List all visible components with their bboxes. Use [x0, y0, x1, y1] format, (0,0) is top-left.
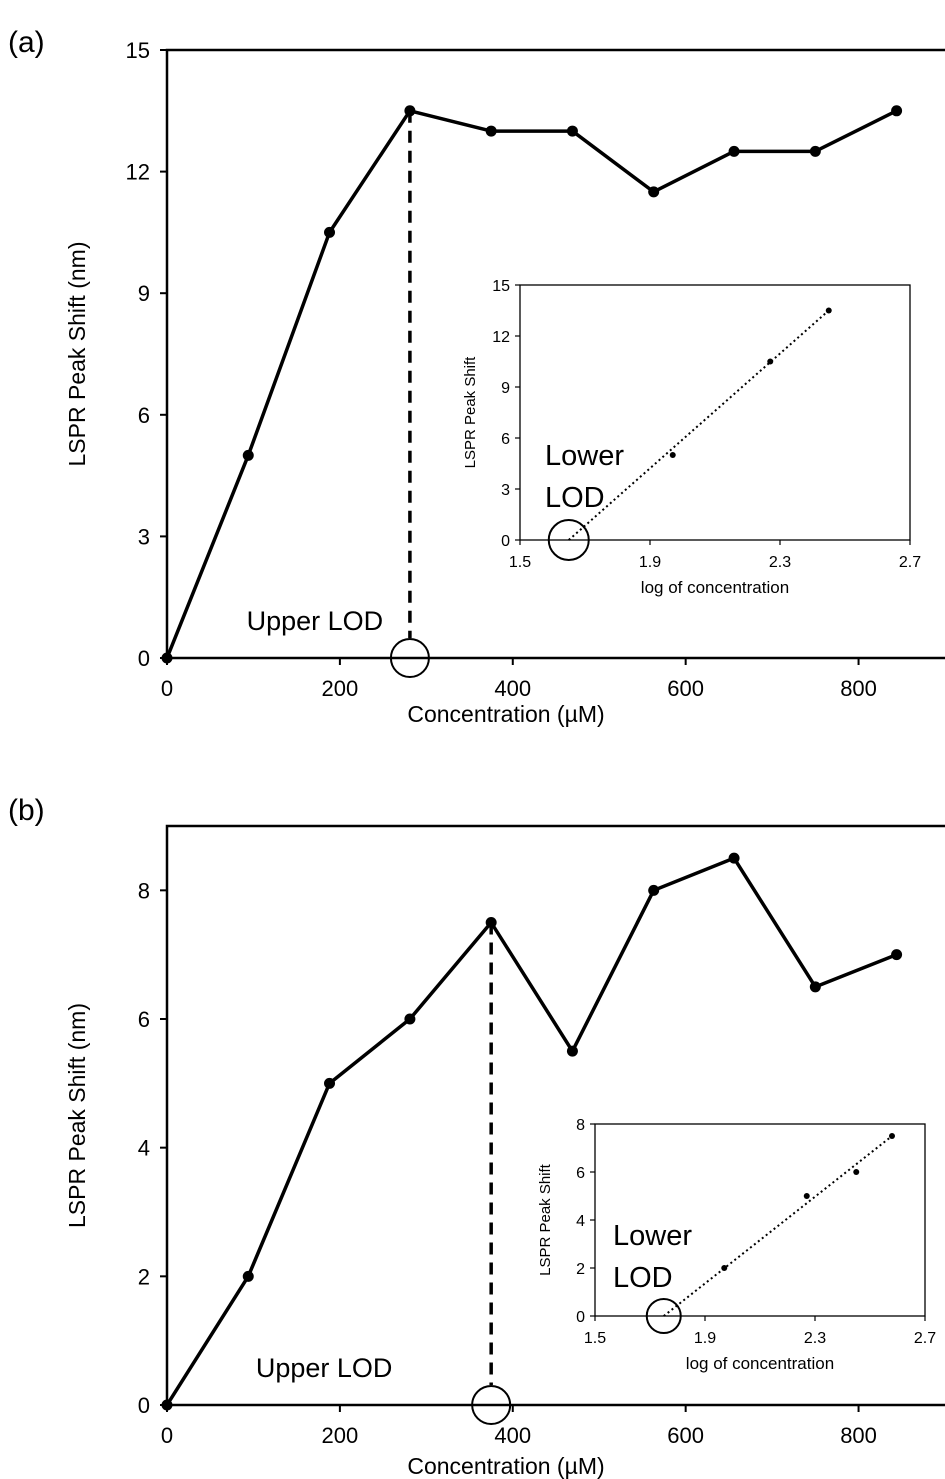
x-tick-label: 600	[667, 1423, 704, 1448]
inset-y-tick-label: 2	[576, 1261, 585, 1278]
inset-trendline	[663, 1135, 893, 1317]
upper-lod-circle	[471, 1385, 512, 1425]
x-tick-label: 400	[494, 676, 531, 701]
y-tick-label: 2	[138, 1264, 150, 1289]
x-tick-label: 800	[840, 1423, 877, 1448]
data-point	[891, 105, 903, 117]
upper-lod-label: Upper LOD	[256, 1353, 393, 1383]
inset-data-point	[825, 307, 832, 314]
x-tick-label: 0	[161, 1423, 173, 1448]
inset-plot: 0 3 6 9 12 15 1.5 1.9 2.3 2.7 log of concentration…	[462, 278, 921, 597]
inset-data-point	[721, 1265, 728, 1271]
x-tick-label: 800	[840, 676, 877, 701]
series-line	[165, 109, 898, 659]
y-axis-label: LSPR Peak Shift (nm)	[64, 242, 90, 467]
lower-lod-label-line1: Lower	[613, 1220, 692, 1252]
inset-x-tick-label: 1.9	[639, 554, 661, 571]
y-tick-label: 8	[138, 878, 150, 903]
data-point	[485, 125, 497, 137]
inset-y-axis-label: LSPR Peak Shift	[462, 356, 479, 469]
data-point	[648, 884, 660, 896]
inset-x-tick-label: 2.7	[899, 554, 921, 571]
inset-y-tick-label: 12	[492, 329, 510, 346]
y-tick-label: 6	[138, 403, 150, 428]
data-point	[566, 1045, 578, 1057]
inset-y-tick-label: 0	[576, 1309, 585, 1326]
y-tick-label: 0	[138, 1393, 150, 1418]
data-point	[324, 226, 336, 238]
data-point	[161, 652, 173, 664]
inset-x-tick-label: 2.3	[769, 554, 791, 571]
data-point	[566, 125, 578, 137]
data-point	[891, 949, 903, 961]
inset-x-tick-label: 1.9	[694, 1330, 716, 1347]
data-point	[161, 1399, 173, 1411]
data-point	[809, 145, 821, 157]
inset-y-tick-label: 6	[576, 1165, 585, 1182]
inset-data-point	[669, 452, 676, 458]
y-tick-label: 6	[138, 1007, 150, 1032]
inset-y-tick-label: 4	[576, 1213, 585, 1230]
data-point	[404, 1013, 416, 1025]
y-tick-label: 12	[126, 160, 150, 185]
panel-label: (b)	[8, 794, 45, 827]
inset-y-tick-label: 3	[501, 482, 510, 499]
main-plot: 0 2 4 6 8 0 200 400 600 800 Concentration (µM) LSPR…	[64, 824, 945, 1479]
inset-x-tick-label: 1.5	[584, 1330, 606, 1347]
x-tick-label: 400	[494, 1423, 531, 1448]
upper-lod-label: Upper LOD	[247, 606, 384, 636]
inset-y-tick-label: 0	[501, 533, 510, 550]
inset-data-point	[767, 358, 774, 365]
y-tick-label: 4	[138, 1136, 150, 1161]
inset-y-tick-label: 6	[501, 431, 510, 448]
inset-plot: 0 2 4 6 8 1.5 1.9 2.3 2.7 log of concentration LSP…	[537, 1117, 936, 1373]
lower-lod-label-line2: LOD	[613, 1262, 673, 1294]
inset-x-tick-label: 2.3	[804, 1330, 826, 1347]
lower-lod-circle	[547, 519, 590, 561]
y-tick-label: 3	[138, 524, 150, 549]
data-point	[809, 981, 821, 993]
plot-frame	[165, 824, 945, 1407]
inset-y-axis-label: LSPR Peak Shift	[537, 1163, 554, 1276]
inset-x-axis-label: log of concentration	[686, 1354, 834, 1373]
plot-frame	[165, 48, 945, 660]
y-tick-label: 0	[138, 646, 150, 671]
inset-x-tick-label: 1.5	[509, 554, 531, 571]
data-point	[728, 852, 740, 864]
y-tick-label: 15	[126, 38, 150, 63]
main-plot: 0 3 6 9 12 15 0 200 400 600 800 Concentration (µM) L…	[64, 38, 945, 727]
y-axis-label: LSPR Peak Shift (nm)	[64, 1003, 90, 1228]
data-point	[324, 1077, 336, 1089]
inset-data-point	[803, 1193, 810, 1199]
inset-frame	[594, 1123, 926, 1317]
x-axis-label: Concentration (µM)	[407, 701, 604, 727]
inset-frame	[519, 284, 911, 541]
inset-x-axis-label: log of concentration	[641, 578, 789, 597]
data-point	[242, 1270, 254, 1282]
lower-lod-label-line2: LOD	[545, 482, 605, 514]
series-line	[165, 856, 898, 1406]
panel-a: (a) 0 3 6 9 12 15 0 200 400 600 800 Concentration (…	[8, 26, 945, 727]
lower-lod-circle	[645, 1298, 682, 1334]
data-point	[648, 186, 660, 198]
x-tick-label: 200	[322, 676, 359, 701]
inset-y-tick-label: 15	[492, 278, 510, 295]
lower-lod-label-line1: Lower	[545, 440, 624, 472]
panel-label: (a)	[8, 26, 45, 59]
x-tick-label: 0	[161, 676, 173, 701]
x-tick-label: 200	[322, 1423, 359, 1448]
x-axis-label: Concentration (µM)	[407, 1453, 604, 1479]
inset-data-point	[889, 1133, 895, 1139]
inset-y-tick-label: 8	[576, 1117, 585, 1134]
data-point	[242, 449, 254, 461]
panel-b: (b) 0 2 4 6 8 0 200 400 600 800 Concentration (µM)…	[8, 794, 945, 1479]
x-tick-label: 600	[667, 676, 704, 701]
upper-lod-circle	[389, 638, 430, 678]
data-point	[728, 145, 740, 157]
y-tick-label: 9	[138, 281, 150, 306]
inset-y-tick-label: 9	[501, 380, 510, 397]
inset-data-point	[853, 1169, 860, 1175]
inset-x-tick-label: 2.7	[914, 1330, 936, 1347]
